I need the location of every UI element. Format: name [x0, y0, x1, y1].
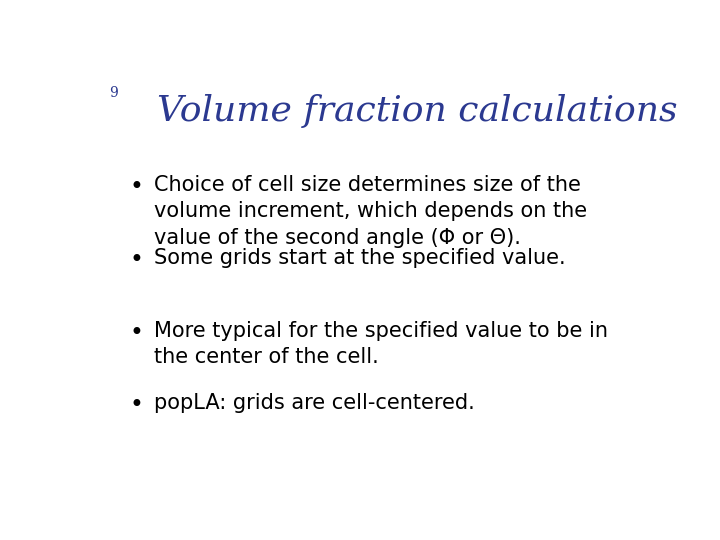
Text: •: • — [129, 393, 143, 417]
Text: Choice of cell size determines size of the
volume increment, which depends on th: Choice of cell size determines size of t… — [154, 175, 588, 248]
Text: popLA: grids are cell-centered.: popLA: grids are cell-centered. — [154, 393, 475, 413]
Text: Some grids start at the specified value.: Some grids start at the specified value. — [154, 248, 566, 268]
Text: •: • — [129, 248, 143, 272]
Text: •: • — [129, 321, 143, 345]
Text: More typical for the specified value to be in
the center of the cell.: More typical for the specified value to … — [154, 321, 608, 367]
Text: •: • — [129, 175, 143, 199]
Text: Volume fraction calculations: Volume fraction calculations — [157, 94, 678, 128]
Text: 9: 9 — [109, 85, 118, 99]
